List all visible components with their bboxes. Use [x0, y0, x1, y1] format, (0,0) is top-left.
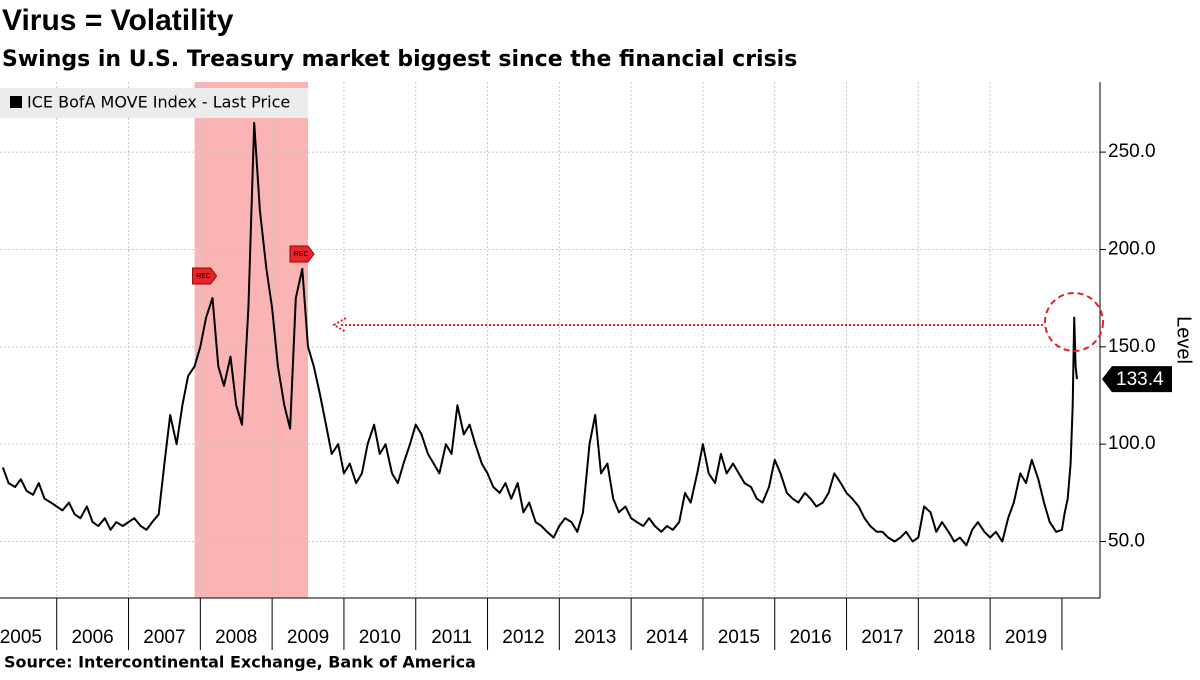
x-tick-label: 2014 — [646, 627, 689, 648]
y-axis-label: Level — [1173, 316, 1195, 364]
legend-label: ICE BofA MOVE Index - Last Price — [27, 93, 290, 112]
x-tick-label: 2012 — [502, 627, 544, 648]
x-tick-label: 2005 — [0, 627, 42, 648]
rec-flag — [289, 245, 315, 263]
x-tick-label: 2016 — [789, 627, 831, 648]
x-tick-label: 2010 — [359, 627, 401, 648]
last-value-tag — [1102, 366, 1172, 393]
y-tick-label: 200.0 — [1108, 238, 1156, 259]
chart-subtitle: Swings in U.S. Treasury market biggest s… — [2, 47, 797, 72]
y-tick-label: 150.0 — [1108, 336, 1156, 357]
x-tick-label: 2009 — [287, 627, 329, 648]
arrow-head — [332, 317, 347, 333]
legend-box — [0, 88, 308, 118]
last-value-label: 133.4 — [1116, 369, 1164, 390]
rec-label: REC — [294, 251, 309, 258]
x-tick-label: 2006 — [71, 627, 113, 648]
plot-area: 50.0 100.0 150.0 200.0 250.0 2005 2006 2007 2008… — [0, 82, 1172, 650]
y-tick-label: 100.0 — [1108, 433, 1156, 454]
highlight-circle — [1044, 292, 1104, 352]
legend-swatch — [10, 96, 22, 108]
y-tick-label: 250.0 — [1108, 141, 1156, 162]
chart-title: Virus = Volatility — [2, 4, 234, 37]
x-tick-label: 2011 — [431, 627, 472, 648]
y-tick-label: 50.0 — [1108, 531, 1145, 552]
x-tick-label: 2018 — [933, 627, 975, 648]
x-tick-label: 2017 — [861, 627, 903, 648]
x-tick-label: 2008 — [215, 627, 257, 648]
source: Source: Intercontinental Exchange, Bank … — [4, 653, 476, 672]
series-line — [1, 121, 1078, 547]
recession-shade — [194, 82, 309, 598]
rec-label: REC — [196, 273, 211, 280]
x-tick-label: 2019 — [1005, 627, 1047, 648]
x-tick-label: 2015 — [718, 627, 760, 648]
x-tick-label: 2007 — [143, 627, 185, 648]
rec-flag — [192, 267, 218, 285]
x-tick-label: 2013 — [574, 627, 616, 648]
